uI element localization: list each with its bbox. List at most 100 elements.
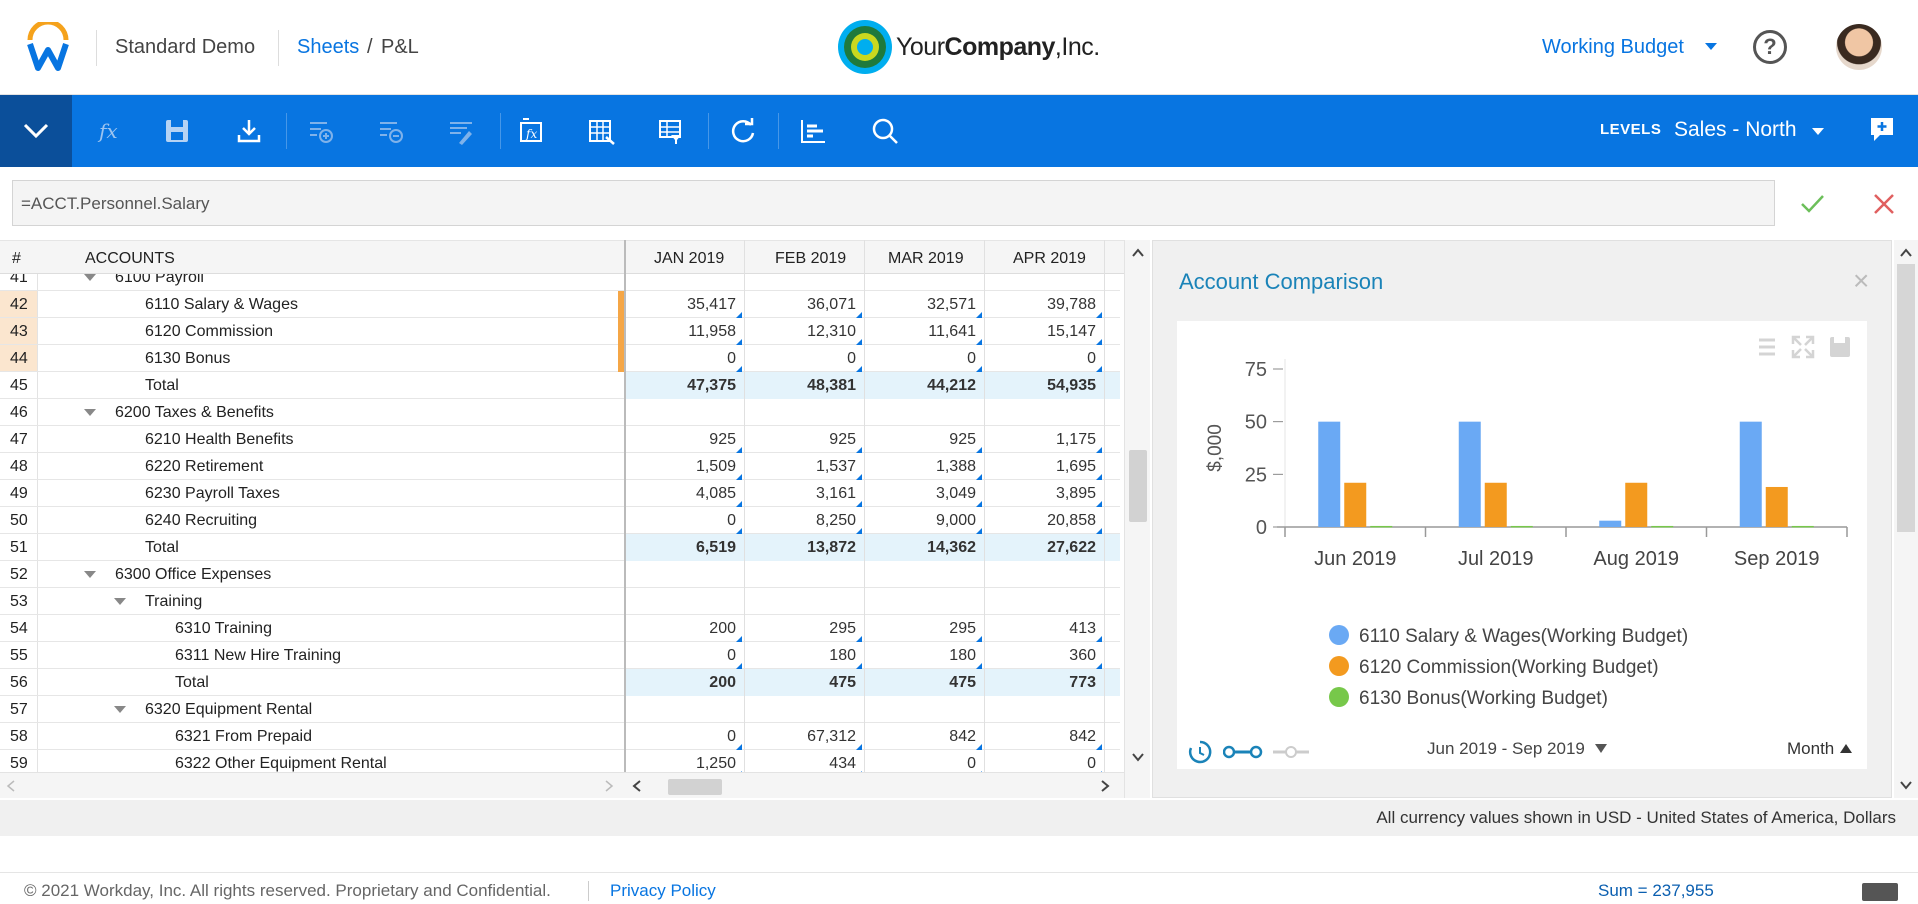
value-cell[interactable]: 44,212 [927, 377, 976, 394]
value-cell[interactable]: 3,161 [815, 485, 856, 502]
chevron-down-icon[interactable] [1132, 752, 1144, 762]
chevron-left-icon[interactable] [6, 780, 16, 792]
value-cell[interactable]: 3,895 [1055, 485, 1096, 502]
value-cell[interactable]: 48,381 [807, 377, 856, 394]
add-comment-icon[interactable] [1868, 115, 1896, 143]
row-number[interactable]: 56 [0, 669, 38, 695]
row-number[interactable]: 48 [0, 453, 38, 479]
value-cell[interactable]: 15,147 [1047, 323, 1096, 340]
row-number[interactable]: 50 [0, 507, 38, 533]
table-row[interactable]: 52 6300 Office Expenses [0, 561, 1120, 588]
value-cell[interactable]: 4,085 [695, 485, 736, 502]
value-cell[interactable]: 35,417 [687, 296, 736, 313]
value-cell[interactable]: 6,519 [695, 539, 736, 556]
format-button[interactable] [426, 95, 496, 167]
value-cell[interactable]: 925 [709, 431, 736, 448]
help-icon[interactable]: ? [1753, 30, 1787, 64]
row-number[interactable]: 58 [0, 723, 38, 749]
row-number[interactable]: 52 [0, 561, 38, 587]
value-cell[interactable]: 32,571 [927, 296, 976, 313]
value-cell[interactable]: 13,872 [807, 539, 856, 556]
value-cell[interactable]: 200 [709, 620, 736, 637]
value-cell[interactable]: 0 [967, 350, 976, 367]
value-cell[interactable]: 20,858 [1047, 512, 1096, 529]
value-cell[interactable]: 360 [1069, 647, 1096, 664]
table-row[interactable]: 57 6320 Equipment Rental [0, 696, 1120, 723]
chevron-down-icon[interactable] [1812, 128, 1824, 135]
privacy-policy-link[interactable]: Privacy Policy [610, 881, 716, 900]
value-cell[interactable]: 0 [727, 350, 736, 367]
chevron-up-icon[interactable] [1132, 248, 1144, 258]
date-range-selector[interactable]: Jun 2019 - Sep 2019 [1427, 739, 1607, 759]
history-icon[interactable] [1187, 739, 1213, 765]
collapse-caret-icon[interactable] [84, 274, 96, 281]
value-cell[interactable]: 1,509 [695, 458, 736, 475]
value-cell[interactable]: 842 [949, 728, 976, 745]
table-row[interactable]: 47 6210 Health Benefits 925 925 925 1,175 [0, 426, 1120, 453]
table-row[interactable]: 49 6230 Payroll Taxes 4,085 3,161 3,049 3,895 [0, 480, 1120, 507]
panel-scrollbar[interactable] [1894, 240, 1918, 798]
search-button[interactable] [850, 95, 920, 167]
expand-icon[interactable] [1791, 335, 1815, 359]
formula-input[interactable]: =ACCT.Personnel.Salary [12, 180, 1775, 226]
levels-selector[interactable]: Sales - North [1674, 118, 1797, 141]
row-number[interactable]: 49 [0, 480, 38, 506]
row-number[interactable]: 59 [0, 750, 38, 772]
value-cell[interactable]: 0 [847, 350, 856, 367]
breadcrumb-sheets-link[interactable]: Sheets [297, 36, 360, 58]
value-cell[interactable]: 295 [949, 620, 976, 637]
chart-button[interactable] [778, 95, 848, 167]
save-button[interactable] [142, 95, 212, 167]
column-header-month[interactable]: JAN 2019 [654, 250, 725, 267]
chevron-down-icon[interactable] [1705, 43, 1717, 50]
vertical-scrollbar[interactable] [1124, 240, 1150, 798]
save-icon[interactable] [1828, 335, 1852, 359]
table-row[interactable]: 55 6311 New Hire Training 0 180 180 360 [0, 642, 1120, 669]
row-number[interactable]: 41 [0, 274, 38, 290]
table-row[interactable]: 56 Total 200 475 475 773 [0, 669, 1120, 696]
refresh-button[interactable] [708, 95, 778, 167]
value-cell[interactable]: 295 [829, 620, 856, 637]
formula-cell-button[interactable]: fx [496, 95, 566, 167]
value-cell[interactable]: 0 [727, 728, 736, 745]
table-row[interactable]: 44 6130 Bonus 0 0 0 0 [0, 345, 1120, 372]
row-number[interactable]: 44 [0, 345, 38, 371]
value-cell[interactable]: 925 [949, 431, 976, 448]
scrollbar-thumb[interactable] [1897, 264, 1915, 532]
table-row[interactable]: 53 Training [0, 588, 1120, 615]
add-row-button[interactable] [286, 95, 356, 167]
column-settings-button[interactable] [566, 95, 636, 167]
collapse-caret-icon[interactable] [114, 706, 126, 713]
budget-selector[interactable]: Working Budget [1542, 36, 1684, 58]
value-cell[interactable]: 925 [829, 431, 856, 448]
table-row[interactable]: 50 6240 Recruiting 0 8,250 9,000 20,858 [0, 507, 1120, 534]
menu-icon[interactable] [1757, 335, 1777, 359]
row-number[interactable]: 54 [0, 615, 38, 641]
value-cell[interactable]: 842 [1069, 728, 1096, 745]
row-number[interactable]: 53 [0, 588, 38, 614]
row-number[interactable]: 46 [0, 399, 38, 425]
value-cell[interactable]: 54,935 [1047, 377, 1096, 394]
chevron-right-icon[interactable] [1100, 780, 1110, 792]
collapse-button[interactable] [0, 95, 72, 167]
collapse-caret-icon[interactable] [114, 598, 126, 605]
value-cell[interactable]: 1,695 [1055, 458, 1096, 475]
column-header-month[interactable]: FEB 2019 [775, 250, 847, 267]
collapse-caret-icon[interactable] [84, 409, 96, 416]
value-cell[interactable]: 3,049 [935, 485, 976, 502]
table-row[interactable]: 51 Total 6,519 13,872 14,362 27,622 [0, 534, 1120, 561]
value-cell[interactable]: 14,362 [927, 539, 976, 556]
download-button[interactable] [214, 95, 284, 167]
slider-toggle-icon[interactable] [1271, 745, 1311, 759]
value-cell[interactable]: 475 [949, 674, 976, 691]
column-header-accounts[interactable]: ACCOUNTS [85, 250, 175, 267]
table-row[interactable]: 58 6321 From Prepaid 0 67,312 842 842 [0, 723, 1120, 750]
collapse-caret-icon[interactable] [84, 571, 96, 578]
row-number[interactable]: 51 [0, 534, 38, 560]
period-selector[interactable]: Month [1787, 739, 1853, 759]
close-icon[interactable]: × [1853, 265, 1870, 296]
row-settings-button[interactable] [636, 95, 706, 167]
value-cell[interactable]: 180 [949, 647, 976, 664]
fx-button[interactable]: fx [74, 95, 144, 167]
value-cell[interactable]: 180 [829, 647, 856, 664]
